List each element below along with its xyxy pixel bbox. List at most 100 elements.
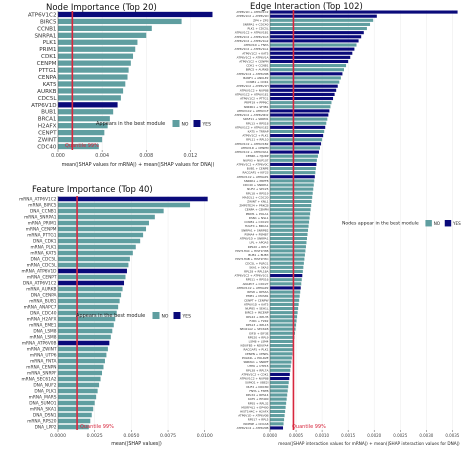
category-label: mRNA_PTTG1 xyxy=(27,233,57,239)
bar xyxy=(270,84,338,88)
bar xyxy=(270,39,359,43)
category-label: HIST1H4C + HIST1H3B xyxy=(235,249,268,253)
category-label: ATP6V1C2 + ATP6V0D2 xyxy=(234,113,268,117)
category-label: LSM8 + LSM4 xyxy=(249,339,269,343)
bar xyxy=(58,364,104,370)
legend-title: Nodes appear in the best module xyxy=(342,221,419,227)
bar xyxy=(270,257,305,261)
bar xyxy=(270,80,340,84)
legend: Appears in the best module NO YES xyxy=(96,120,211,128)
category-label: DNA_CDC5L xyxy=(30,257,57,263)
category-label: ATP6V1C2 + ATP6V1D xyxy=(236,14,269,18)
bar xyxy=(58,67,129,73)
category-label: PRIM1 + POLA1 xyxy=(246,212,269,216)
category-label: RPS8 + RPS3A xyxy=(247,290,268,294)
category-label: mRNA_FNTA xyxy=(30,359,56,365)
category-label: ZWINT xyxy=(38,138,57,144)
bar xyxy=(270,96,334,101)
category-label: CDK1 + CCNB1 xyxy=(246,64,268,68)
category-label: KAT5 + TRRAP xyxy=(248,129,269,133)
category-label: mRNA_SKA1 xyxy=(30,407,57,413)
category-label: BIRC5 + AURKB xyxy=(246,68,269,72)
x-tick-label: 0.0030 xyxy=(419,433,433,438)
quantile-label: Quantile 99% xyxy=(65,143,99,149)
bar xyxy=(270,101,332,105)
category-label: RPL34 + RPS14 xyxy=(246,393,269,397)
bar xyxy=(58,109,114,115)
category-label: ATP6V1C2 + KAT5 xyxy=(242,51,268,55)
category-label: mRNA_SNRPA1 xyxy=(24,215,57,221)
category-label: F2R1 + F2R2 xyxy=(250,319,269,323)
category-label: BRCA1 xyxy=(38,117,57,123)
category-label: DSN1 + NSL1 xyxy=(249,216,269,220)
bar xyxy=(270,344,294,348)
category-label: RPS20 + RPL9 xyxy=(248,335,269,339)
bar xyxy=(270,59,349,64)
category-label: mRNA_UTP6 xyxy=(30,353,57,359)
bar xyxy=(58,226,147,232)
category-label: ATP6V1C2 + ATP6V1G1 xyxy=(234,274,268,278)
category-label: SRSF11 + SRRM1 xyxy=(243,117,269,121)
category-label: mRNA_ZWINT xyxy=(27,347,57,353)
bar xyxy=(58,310,117,316)
bar xyxy=(270,335,295,339)
category-label: POLR2L + POLR2E xyxy=(242,356,269,360)
category-label: RPS11 + RPS16 xyxy=(246,278,269,282)
bar xyxy=(58,18,182,25)
category-label: SNRPA1 + CDC40 xyxy=(243,22,269,26)
bar xyxy=(58,136,103,143)
bar xyxy=(58,256,130,262)
category-label: CDC40 xyxy=(37,144,57,150)
bar xyxy=(270,146,321,150)
bar xyxy=(270,121,327,125)
bar xyxy=(58,370,103,376)
legend-key-yes xyxy=(173,312,181,319)
bar xyxy=(270,422,284,426)
category-label: RPL38 + RPL7A xyxy=(246,368,269,372)
bar xyxy=(270,372,290,376)
bar xyxy=(58,95,121,101)
bar xyxy=(58,382,100,388)
bar xyxy=(270,18,374,22)
bar xyxy=(270,117,328,121)
legend: Nodes appear in the best module NO YES xyxy=(342,220,461,227)
quantile-label: Quantile 99% xyxy=(80,424,114,430)
bar xyxy=(270,22,371,26)
bar xyxy=(270,426,284,430)
category-label: ATP6V1C2 + ATP6V1A xyxy=(237,55,269,59)
bar xyxy=(58,418,91,424)
category-label: DNA_LPP2 xyxy=(35,425,57,431)
category-label: CCNB1 + CDC20 xyxy=(244,220,268,224)
bar xyxy=(270,306,299,311)
category-label: mRNA_BIRC5 xyxy=(28,203,56,209)
chart-1: Feature Importance (Top 40) mRNA_ATP6V1C2… xyxy=(19,185,215,447)
bar xyxy=(58,334,111,340)
category-label: DNA_CENPA xyxy=(31,293,57,299)
bar xyxy=(270,331,296,335)
category-label: CENPN + CENPL xyxy=(245,352,269,356)
bar xyxy=(58,268,127,274)
bar xyxy=(270,241,307,245)
bar xyxy=(270,265,304,269)
bar xyxy=(270,191,313,195)
x-tick-label: 0.0010 xyxy=(315,433,329,438)
bar xyxy=(58,32,147,38)
category-label: mRNA_CENPT xyxy=(27,275,57,281)
category-label: CENPA + HJURP xyxy=(246,154,269,158)
legend-label-no: NO xyxy=(162,314,169,320)
bar xyxy=(270,261,304,265)
category-label: NUP93 + NUP107 xyxy=(243,158,269,162)
category-label: DNA_NUF2 xyxy=(33,383,56,389)
category-label: PLK1 + CDC5L xyxy=(247,27,268,31)
bar xyxy=(270,236,307,241)
category-label: RPS20 + RPL7 xyxy=(248,245,269,249)
legend-key-yes xyxy=(193,120,201,127)
category-label: ATP6V1C2 + ATP6V0C xyxy=(237,162,269,166)
bar xyxy=(58,424,89,430)
bar xyxy=(270,150,319,154)
bar xyxy=(270,364,291,368)
bar xyxy=(58,143,99,150)
bar xyxy=(270,368,291,372)
category-label: mRNA_CDC5L xyxy=(27,263,58,269)
category-label: DNA_CDK1 xyxy=(33,239,57,245)
